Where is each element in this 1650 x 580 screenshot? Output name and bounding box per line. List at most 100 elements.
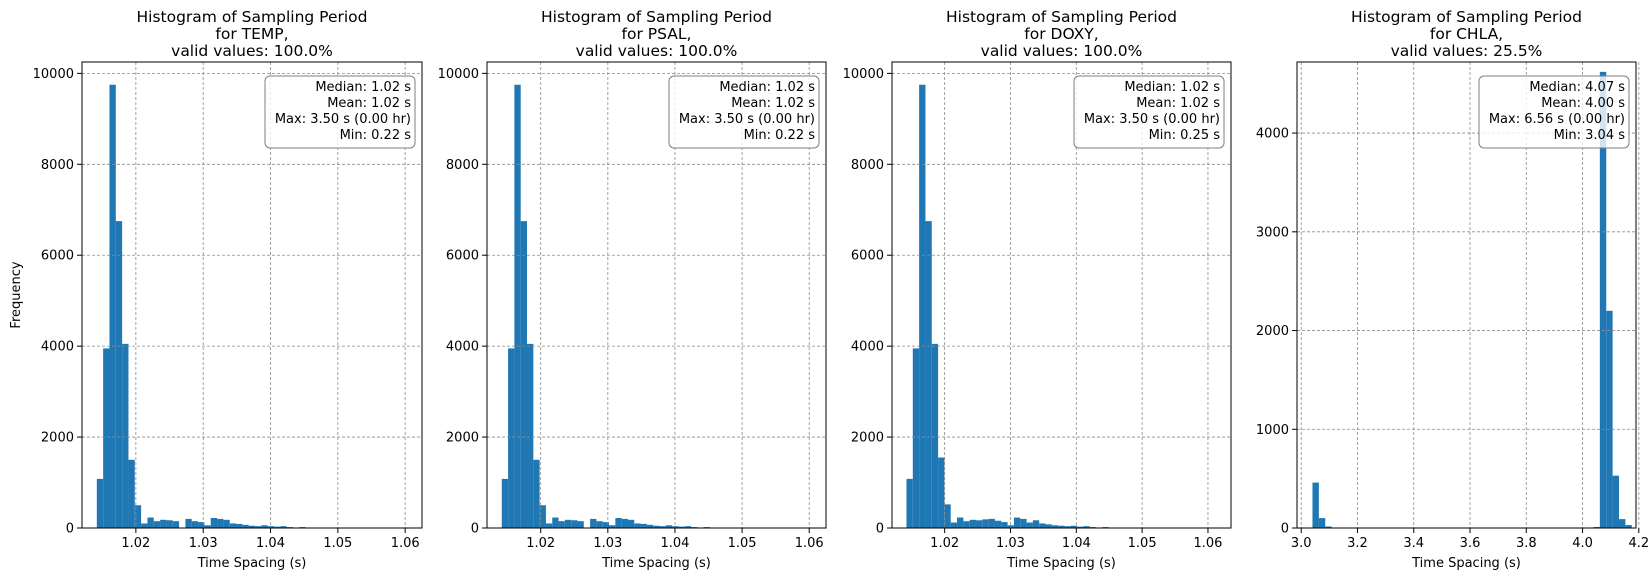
chart-title-line: for DOXY, [1024,25,1098,43]
histogram-bar [1032,520,1040,528]
histogram-bar [166,520,173,528]
histogram-bar [204,525,211,528]
chart-title-line: valid values: 100.0% [981,42,1143,60]
x-axis-label: Time Spacing (s) [1006,556,1116,571]
histogram-bar [198,522,205,528]
histogram-bar [1064,526,1071,528]
histogram-bar [103,348,110,528]
histogram-bar [115,221,123,528]
chart-title-line: Histogram of Sampling Period [946,8,1177,26]
histogram-bar [1612,475,1620,528]
x-tick-label: 3.6 [1460,536,1481,551]
chart-panel-3: 1.02 1.03 1.04 1.05 1.06 0 2000 4000 6000 8000 100… [843,8,1232,571]
y-tick-label: 2000 [446,431,479,446]
chart-panel-2: 1.02 1.03 1.04 1.05 1.06 0 2000 4000 6000 8000 100… [438,8,827,571]
x-tick-label: 1.04 [660,536,689,551]
stats-line: Mean: 1.02 s [731,96,815,111]
histogram-bar [545,523,553,528]
x-tick-label: 1.02 [121,536,150,551]
histogram-bar [261,525,268,528]
histogram-bar [242,524,249,528]
y-axis-label: Frequency [9,261,24,328]
axes-frame [891,61,1232,529]
stats-line: Max: 3.50 s (0.00 hr) [679,112,815,127]
y-tick-label: 4000 [41,340,74,355]
stats-line: Min: 0.25 s [1149,128,1221,143]
chart-title-line: Histogram of Sampling Period [136,8,367,26]
stats-box [1073,75,1225,149]
stats-line: Mean: 1.02 s [327,96,411,111]
histogram-bar [236,523,243,528]
y-tick-label: 0 [471,522,479,537]
chart-title-line: for TEMP, [215,25,288,43]
histogram-bar [501,478,509,528]
histogram-bar [1051,525,1059,528]
stats-line: Median: 1.02 s [315,80,411,95]
stats-line: Max: 6.56 s (0.00 hr) [1489,112,1625,127]
histogram-bar [615,517,622,528]
histogram-bar [172,521,180,528]
stats-line: Min: 3.04 s [1554,128,1626,143]
histogram-bar [1070,525,1078,528]
histogram-bar [938,457,945,528]
histogram-bar [963,521,970,528]
histogram-bar [1007,525,1014,528]
x-tick-label: 1.05 [323,536,352,551]
x-tick-label: 1.04 [1062,536,1091,551]
histogram-bar [634,523,641,528]
histogram-bar [640,523,647,528]
histogram-bar [1083,526,1090,528]
y-tick-label: 1000 [1256,423,1289,438]
histogram-bar [957,517,964,528]
histogram-bar [577,521,584,528]
histogram-bar [1312,482,1319,528]
x-tick-label: 3.8 [1516,536,1537,551]
histogram-bar [912,348,920,528]
histogram-bar [1619,519,1626,528]
histogram-bar [558,521,565,528]
histogram-bar [684,526,692,528]
stats-line: Median: 4.07 s [1529,80,1625,95]
histogram-bar [96,478,104,528]
y-tick-label: 0 [876,522,884,537]
histogram-bar [1318,518,1326,528]
histogram-bar [191,521,199,528]
stats-line: Median: 1.02 s [1124,80,1220,95]
chart-title-line: valid values: 25.5% [1391,42,1543,60]
histogram-bar [527,343,534,528]
histogram-bar [590,518,597,528]
axes-frame [486,61,827,529]
histogram-bar [1020,518,1027,528]
y-tick-label: 10000 [33,67,74,82]
x-tick-label: 1.05 [1128,536,1157,551]
x-tick-label: 1.06 [795,536,824,551]
histogram-bar [621,518,628,528]
histogram-bar [950,522,958,528]
y-tick-label: 8000 [41,158,74,173]
histogram-bar [280,526,287,528]
histogram-bar [1013,517,1021,528]
stats-line: Mean: 4.00 s [1541,96,1625,111]
x-tick-label: 1.03 [593,536,622,551]
histogram-bar [653,525,660,528]
stats-line: Min: 0.22 s [744,128,816,143]
histogram-bar [229,523,237,528]
histogram-bar [975,520,983,528]
histogram-bar [210,517,218,528]
histogram-bar [185,518,192,528]
x-tick-label: 3.2 [1347,536,1368,551]
chart-panel-4: 3.0 3.2 3.4 3.6 3.8 4.0 4.2 0 1000 2000 3000 4000 Ti… [1256,8,1649,571]
histogram-bar [1026,522,1033,528]
stats-line: Min: 0.22 s [340,128,412,143]
x-tick-label: 1.05 [728,536,757,551]
axes-frame [81,61,423,529]
y-tick-label: 2000 [41,431,74,446]
histogram-bar [514,84,521,529]
histogram-bar [944,504,951,528]
x-tick-label: 3.4 [1403,536,1424,551]
histogram-bar [678,526,685,528]
histogram-bar [596,521,603,528]
histogram-bar [552,517,559,528]
histogram-bar [520,221,528,528]
histogram-bar [982,519,989,528]
